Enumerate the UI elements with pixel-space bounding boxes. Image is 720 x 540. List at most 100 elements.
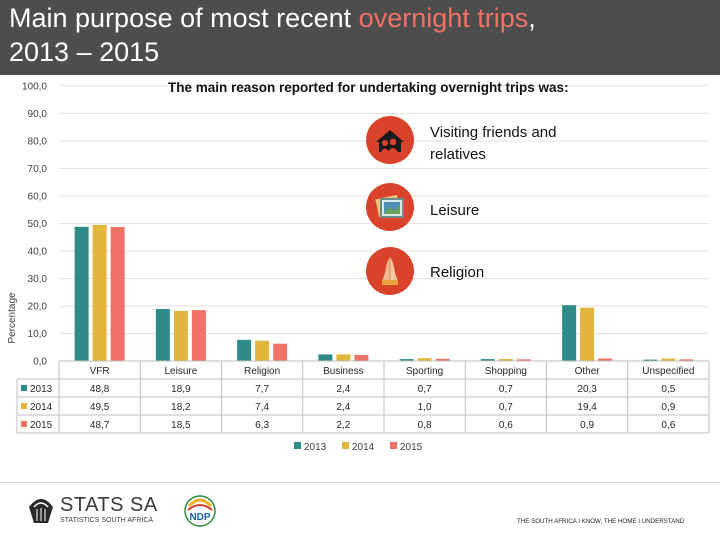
title-highlight: overnight trips <box>358 3 529 33</box>
table-series-label: 2014 <box>30 402 53 413</box>
table-series-label: 2013 <box>30 384 53 395</box>
table-cell-value: 7,4 <box>255 402 269 413</box>
reason-religion: Religion <box>366 247 720 295</box>
category-label: Unspecified <box>642 366 694 377</box>
table-cell-value: 49,5 <box>90 402 110 413</box>
stats-sa-subtitle: STATISTICS SOUTH AFRICA <box>60 517 154 524</box>
picture-frame-icon <box>366 183 414 231</box>
table-cell-value: 1,0 <box>418 402 432 413</box>
y-axis: 0,0 10,0 20,0 30,0 40,0 50,0 60,0 70,0 80,0 90,0 1… <box>22 82 47 368</box>
y-tick-label: 90,0 <box>28 109 48 120</box>
slide-title-line1: Main purpose of most recent overnight tr… <box>9 3 536 33</box>
reason-label: Religion <box>430 264 485 281</box>
bar-2014-business <box>336 354 351 361</box>
table-cell-value: 0,9 <box>580 420 594 431</box>
reason-leisure: Leisure <box>366 183 720 231</box>
stats-sa-name: STATS SA <box>60 494 158 516</box>
y-tick-label: 80,0 <box>28 137 48 148</box>
bar-2014-other <box>580 307 595 361</box>
table-cell-value: 0,9 <box>661 402 675 413</box>
table-cell-value: 2,4 <box>336 402 350 413</box>
table-cell-value: 0,6 <box>499 420 513 431</box>
table-cell-value: 2,2 <box>336 420 350 431</box>
category-label: Other <box>575 366 601 377</box>
reason-label: Visiting friends and relatives <box>430 124 557 163</box>
ndp-logo: NDP <box>184 495 216 527</box>
table-cell-value: 0,8 <box>418 420 432 431</box>
footer-divider <box>0 482 720 483</box>
bars <box>74 224 694 361</box>
y-tick-label: 20,0 <box>28 302 48 313</box>
table-swatch <box>21 385 27 391</box>
table-cell-value: 0,7 <box>499 384 513 395</box>
category-label: Leisure <box>164 366 197 377</box>
reason-vfr: Visiting friends and relatives <box>366 116 720 164</box>
footer-slogan: THE SOUTH AFRICA I KNOW, THE HOME I UNDE… <box>517 518 685 525</box>
bar-2013-vfr <box>74 226 89 361</box>
table-cell-value: 2,4 <box>336 384 350 395</box>
table-cell-value: 19,4 <box>577 402 597 413</box>
bar-2013-religion <box>237 339 252 361</box>
table-cell-value: 0,5 <box>661 384 675 395</box>
y-tick-label: 30,0 <box>28 274 48 285</box>
bar-2013-business <box>318 354 333 361</box>
slide-title-line2: 2013 – 2015 <box>9 37 160 67</box>
bar-2014-leisure <box>173 310 188 361</box>
table-cell-value: 0,7 <box>499 402 513 413</box>
y-tick-label: 40,0 <box>28 247 48 258</box>
category-label: Shopping <box>485 366 527 377</box>
category-label: VFR <box>90 366 110 377</box>
bar-2015-sporting <box>435 358 450 361</box>
title-bar: Main purpose of most recent overnight tr… <box>0 0 720 75</box>
table-swatch <box>21 403 27 409</box>
table-cell-value: 48,7 <box>90 420 110 431</box>
bar-2013-leisure <box>155 309 170 361</box>
ndp-logo-text: NDP <box>189 512 210 523</box>
table-cell-value: 18,2 <box>171 402 191 413</box>
reason-label: Leisure <box>430 202 480 219</box>
friends-house-icon <box>366 116 414 164</box>
stats-sa-logo: STATS SA STATISTICS SOUTH AFRICA <box>26 493 157 529</box>
y-tick-label: 0,0 <box>33 357 47 368</box>
table-cell-value: 0,7 <box>418 384 432 395</box>
legend-label: 2015 <box>400 442 423 453</box>
table-cell-value: 20,3 <box>577 384 597 395</box>
legend: 2013 2014 2015 <box>294 442 423 453</box>
table-swatch <box>21 421 27 427</box>
bar-2015-unspecified <box>679 359 694 361</box>
bar-2014-shopping <box>498 359 513 361</box>
table-cell-value: 18,9 <box>171 384 191 395</box>
bar-2015-leisure <box>191 310 206 361</box>
bar-2014-unspecified <box>661 358 676 361</box>
data-table: VFR Leisure Religion Business Sporting Shoppi… <box>16 360 710 434</box>
bar-2013-other <box>562 305 577 361</box>
bar-2013-sporting <box>399 359 414 361</box>
table-cell-value: 7,7 <box>255 384 269 395</box>
category-label: Sporting <box>406 366 443 377</box>
bar-2014-religion <box>255 340 270 361</box>
bar-2015-religion <box>273 343 288 361</box>
bar-2015-vfr <box>110 227 125 361</box>
table-cell-value: 0,6 <box>661 420 675 431</box>
category-label: Religion <box>244 366 280 377</box>
table-cell-value: 6,3 <box>255 420 269 431</box>
legend-swatch <box>342 442 349 449</box>
annotation-heading: The main reason reported for undertaking… <box>168 80 569 95</box>
bar-2015-business <box>354 354 369 361</box>
y-axis-title: Percentage <box>7 292 18 344</box>
praying-hands-icon <box>366 247 414 295</box>
y-tick-label: 60,0 <box>28 192 48 203</box>
legend-label: 2013 <box>304 442 327 453</box>
legend-swatch <box>294 442 301 449</box>
bar-2014-sporting <box>417 358 432 361</box>
table-cell-value: 48,8 <box>90 384 110 395</box>
category-label: Business <box>323 366 364 377</box>
bar-2014-vfr <box>92 224 107 361</box>
y-tick-label: 10,0 <box>28 329 48 340</box>
bar-2015-other <box>598 358 613 361</box>
stats-sa-mark-icon <box>29 499 53 523</box>
bar-2013-shopping <box>480 359 495 361</box>
y-tick-label: 100,0 <box>22 82 47 93</box>
y-tick-label: 70,0 <box>28 164 48 175</box>
bar-chart: 0,0 10,0 20,0 30,0 40,0 50,0 60,0 70,0 80,0 90,0 1… <box>7 82 710 453</box>
